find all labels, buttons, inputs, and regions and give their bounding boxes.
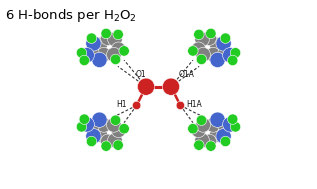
Circle shape <box>107 47 121 62</box>
Circle shape <box>86 120 99 133</box>
Circle shape <box>76 122 87 132</box>
Circle shape <box>218 46 231 60</box>
Circle shape <box>216 129 231 144</box>
Circle shape <box>176 101 184 110</box>
Circle shape <box>196 118 210 132</box>
Circle shape <box>107 32 122 47</box>
Circle shape <box>230 122 241 132</box>
Circle shape <box>220 33 231 43</box>
Circle shape <box>194 29 204 40</box>
Circle shape <box>76 48 87 58</box>
Text: O1A: O1A <box>179 70 195 78</box>
Circle shape <box>206 47 220 62</box>
Circle shape <box>202 31 217 46</box>
Circle shape <box>113 29 123 40</box>
Circle shape <box>79 55 89 66</box>
Circle shape <box>86 36 101 51</box>
Circle shape <box>107 133 122 148</box>
Circle shape <box>210 37 224 52</box>
Circle shape <box>210 112 225 127</box>
Circle shape <box>188 46 198 56</box>
Circle shape <box>137 78 155 95</box>
Circle shape <box>191 123 206 138</box>
Circle shape <box>93 128 107 142</box>
Circle shape <box>93 37 107 52</box>
Circle shape <box>111 42 126 57</box>
Circle shape <box>119 46 129 56</box>
Circle shape <box>216 36 231 51</box>
Circle shape <box>100 134 115 149</box>
Circle shape <box>223 48 238 63</box>
Circle shape <box>195 133 210 148</box>
Circle shape <box>210 128 224 142</box>
Circle shape <box>223 117 238 132</box>
Circle shape <box>79 48 94 63</box>
Circle shape <box>86 46 99 60</box>
Circle shape <box>101 141 111 151</box>
Circle shape <box>86 33 97 43</box>
Circle shape <box>196 47 210 62</box>
Circle shape <box>210 52 225 67</box>
Circle shape <box>218 120 231 133</box>
Circle shape <box>100 31 115 46</box>
Circle shape <box>107 118 121 132</box>
Circle shape <box>228 55 238 66</box>
Circle shape <box>196 54 207 65</box>
Circle shape <box>119 123 129 134</box>
Circle shape <box>202 134 217 149</box>
Circle shape <box>195 32 210 47</box>
Circle shape <box>92 112 107 127</box>
Circle shape <box>101 28 111 39</box>
Circle shape <box>79 117 94 132</box>
Circle shape <box>206 118 220 132</box>
Circle shape <box>220 136 231 147</box>
Circle shape <box>110 115 121 125</box>
Circle shape <box>133 101 141 110</box>
Circle shape <box>194 140 204 150</box>
Circle shape <box>97 47 111 62</box>
Text: H1: H1 <box>117 100 127 109</box>
Circle shape <box>196 115 207 125</box>
Circle shape <box>188 123 198 134</box>
Circle shape <box>110 54 121 65</box>
Text: H1A: H1A <box>187 100 202 109</box>
Text: O1: O1 <box>135 70 146 78</box>
Circle shape <box>206 28 216 39</box>
Circle shape <box>228 114 238 124</box>
Circle shape <box>111 123 126 138</box>
Circle shape <box>86 129 101 144</box>
Circle shape <box>92 52 107 67</box>
Text: 6 H-bonds per H$_2$O$_2$: 6 H-bonds per H$_2$O$_2$ <box>5 7 137 24</box>
Circle shape <box>162 78 180 95</box>
Circle shape <box>206 141 216 151</box>
Circle shape <box>86 136 97 147</box>
Circle shape <box>79 114 89 124</box>
Circle shape <box>113 140 123 150</box>
Circle shape <box>97 118 111 132</box>
Circle shape <box>191 42 206 57</box>
Circle shape <box>230 48 241 58</box>
